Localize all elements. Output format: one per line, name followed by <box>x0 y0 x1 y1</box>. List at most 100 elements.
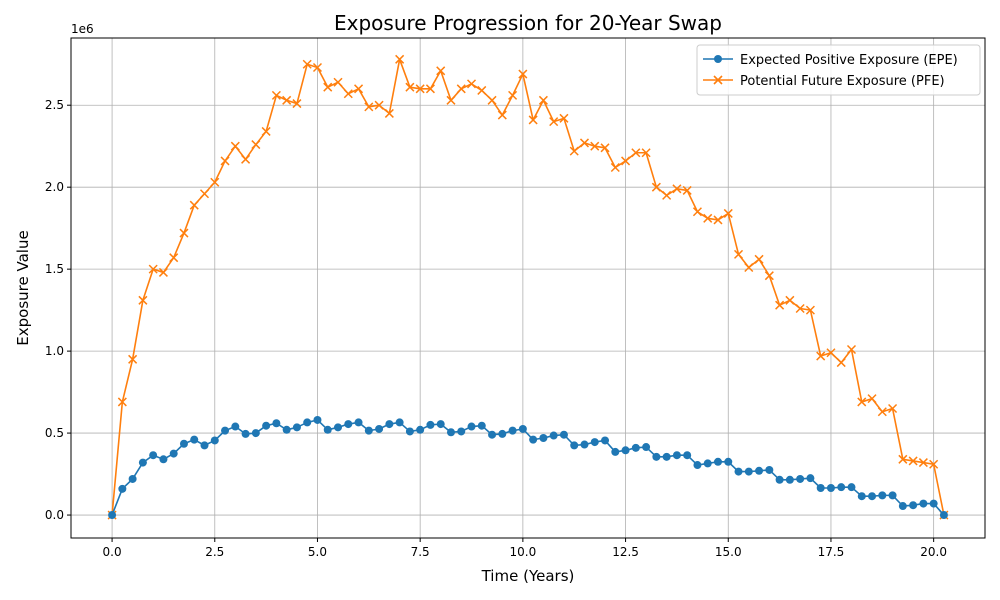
data-point <box>590 141 600 151</box>
data-point <box>672 184 682 194</box>
data-point <box>693 461 702 470</box>
data-point <box>611 447 620 456</box>
data-point <box>579 138 590 148</box>
chart-title: Exposure Progression for 20-Year Swap <box>334 11 722 35</box>
data-point <box>631 443 640 452</box>
data-point <box>538 95 548 105</box>
data-point <box>457 427 466 436</box>
series-layer <box>107 54 949 520</box>
data-point <box>241 154 251 164</box>
data-point <box>888 491 897 500</box>
data-point <box>909 501 918 510</box>
data-point <box>601 436 610 445</box>
data-point <box>929 499 938 508</box>
data-point <box>128 474 137 483</box>
data-point <box>744 262 754 273</box>
x-tick-label: 17.5 <box>818 545 845 559</box>
data-point <box>857 492 866 501</box>
y-tick-label: 1.0 <box>45 344 64 358</box>
data-point <box>549 117 559 127</box>
data-point <box>518 69 528 79</box>
data-point <box>251 140 261 150</box>
data-point <box>200 441 209 450</box>
data-point <box>220 156 230 166</box>
axis-ticks: 0.0 2.5 5.0 7.5 10.0 12.5 15.0 17.5 20.0 0.0 0.5 1.… <box>45 98 947 559</box>
data-point <box>261 126 271 136</box>
data-point <box>497 110 507 120</box>
data-point <box>651 182 661 192</box>
data-point <box>590 438 599 447</box>
data-point <box>888 403 898 414</box>
data-point <box>251 429 260 438</box>
data-point <box>805 305 815 315</box>
data-point <box>703 213 713 223</box>
data-point <box>148 264 158 274</box>
data-point <box>539 434 548 442</box>
data-point <box>816 351 826 361</box>
x-tick-label: 0.0 <box>103 545 122 559</box>
data-point <box>765 465 774 474</box>
x-tick-label: 20.0 <box>920 545 947 559</box>
x-tick-label: 12.5 <box>612 545 639 559</box>
data-point <box>744 467 753 476</box>
data-point <box>416 425 425 434</box>
data-point <box>580 440 589 449</box>
data-point <box>724 457 733 466</box>
legend: Expected Positive Exposure (EPE) Potenti… <box>696 44 981 96</box>
data-point <box>662 452 671 461</box>
data-point <box>364 102 374 112</box>
data-point <box>908 456 918 466</box>
series-line <box>111 419 945 516</box>
data-point <box>436 420 445 429</box>
data-point <box>621 446 630 455</box>
data-point <box>477 421 486 430</box>
data-point <box>857 397 867 407</box>
data-point <box>898 502 907 511</box>
data-point <box>610 162 620 173</box>
data-point <box>179 439 188 448</box>
data-point <box>312 62 323 73</box>
data-point <box>929 459 939 469</box>
data-point <box>231 422 240 431</box>
y-tick-label: 0.0 <box>45 508 64 522</box>
data-point <box>559 113 569 123</box>
data-point <box>230 141 240 151</box>
data-point <box>334 423 343 432</box>
data-point <box>446 95 456 105</box>
data-point <box>282 95 292 105</box>
x-tick-label: 10.0 <box>510 545 537 559</box>
data-point <box>456 84 466 94</box>
data-point <box>775 475 784 484</box>
data-point <box>375 424 384 433</box>
legend-epe-marker <box>714 55 722 63</box>
data-point <box>138 458 147 467</box>
plot-frame <box>70 37 986 539</box>
data-point <box>364 426 373 435</box>
data-point <box>415 84 425 94</box>
data-point <box>713 457 722 466</box>
y-tick-label: 2.5 <box>45 98 64 112</box>
data-point <box>210 177 220 187</box>
data-point <box>384 108 394 118</box>
data-point <box>395 54 405 64</box>
x-tick-label: 2.5 <box>205 545 224 559</box>
data-point <box>734 467 743 476</box>
data-point <box>683 451 692 460</box>
data-point <box>272 419 281 428</box>
data-point <box>764 271 774 281</box>
series-pfe <box>107 54 949 520</box>
data-point <box>425 84 435 94</box>
data-point <box>169 253 179 263</box>
data-point <box>436 66 446 76</box>
data-point <box>662 190 672 200</box>
data-point <box>487 95 497 105</box>
data-point <box>118 484 127 493</box>
y-tick-label: 1.5 <box>45 262 64 276</box>
data-point <box>241 429 250 438</box>
legend-pfe-marker <box>713 75 723 85</box>
data-point <box>179 228 189 238</box>
data-point <box>189 200 199 210</box>
data-point <box>210 436 219 445</box>
data-point <box>385 420 394 429</box>
data-point <box>292 423 301 432</box>
